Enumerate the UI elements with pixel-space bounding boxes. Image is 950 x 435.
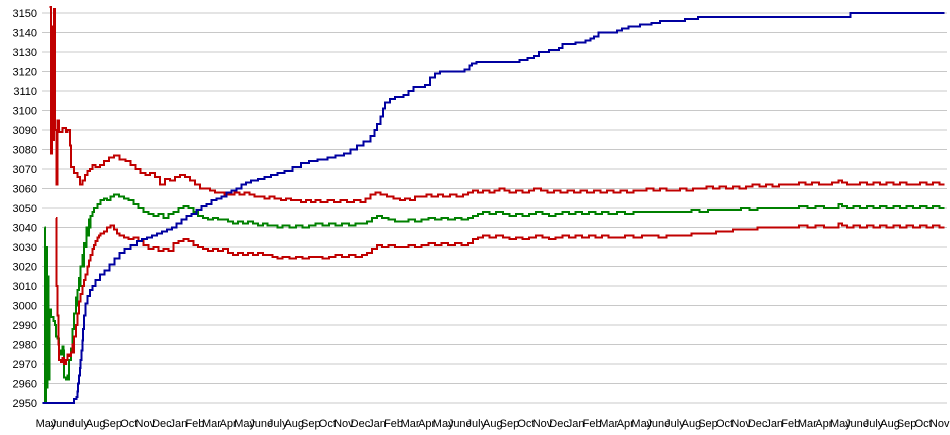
x-axis-tick-label: July (665, 418, 685, 430)
y-axis-tick-label: 2950 (13, 398, 37, 410)
x-axis-tick-label: July (69, 418, 89, 430)
x-axis-tick-label: Oct (915, 418, 932, 430)
y-axis-tick-label: 2960 (13, 379, 37, 391)
x-axis-tick-label: Nov (930, 418, 950, 430)
x-axis-tick-label: Aug (483, 418, 503, 430)
x-axis-tick-label: Oct (120, 418, 137, 430)
y-axis-tick-label: 3040 (13, 223, 37, 235)
x-axis-tick-label: Feb (781, 418, 800, 430)
x-axis-tick-label: May (36, 418, 57, 430)
x-axis-tick-label: Mar (599, 418, 618, 430)
y-axis-tick-label: 3140 (13, 28, 37, 40)
x-axis-tick-label: Sep (897, 418, 917, 430)
x-axis-tick-label: Dec (748, 418, 768, 430)
y-axis-tick-label: 3150 (13, 8, 37, 20)
x-axis-tick-label: Nov (136, 418, 156, 430)
x-axis-tick-label: Dec (351, 418, 371, 430)
x-axis-tick-label: Jan (765, 418, 783, 430)
x-axis-tick-label: Apr (815, 418, 832, 430)
y-axis-tick-label: 3050 (13, 203, 37, 215)
y-axis-tick-label: 3060 (13, 184, 37, 196)
y-axis-tick-label: 3030 (13, 242, 37, 254)
x-axis-tick-label: Nov (533, 418, 553, 430)
x-axis-tick-label: July (864, 418, 884, 430)
x-axis-tick-label: Feb (583, 418, 602, 430)
y-axis-tick-label: 3020 (13, 262, 37, 274)
x-axis-tick-label: July (268, 418, 288, 430)
x-axis-tick-label: Oct (319, 418, 336, 430)
y-axis-tick-label: 3130 (13, 47, 37, 59)
blue-staircase-line (42, 12, 945, 404)
y-axis-tick-label: 3110 (13, 86, 37, 98)
x-axis-tick-label: Jan (368, 418, 386, 430)
x-axis-tick-label: Aug (682, 418, 702, 430)
y-axis-tick-label: 2980 (13, 340, 37, 352)
x-axis-tick-label: May (830, 418, 851, 430)
x-axis-tick-label: Mar (202, 418, 221, 430)
x-axis-tick-label: June (845, 418, 869, 430)
y-axis-tick-label: 3080 (13, 145, 37, 157)
y-axis-tick-label: 3090 (13, 125, 37, 137)
green-middle-line (44, 193, 945, 404)
x-axis-tick-label: Mar (401, 418, 420, 430)
x-axis-tick-label: Aug (284, 418, 304, 430)
y-axis-tick-label: 3070 (13, 164, 37, 176)
red-upper-line (49, 6, 945, 204)
x-axis-tick-label: July (467, 418, 487, 430)
x-axis-tick-label: May (234, 418, 255, 430)
x-axis-tick-label: Sep (301, 418, 321, 430)
x-axis-tick-label: Feb (185, 418, 204, 430)
y-axis-tick-label: 3000 (13, 301, 37, 313)
x-axis-tick-label: June (51, 418, 75, 430)
x-axis-tick-label: Oct (517, 418, 534, 430)
x-axis-tick-label: May (433, 418, 454, 430)
y-axis-tick-label: 3120 (13, 67, 37, 79)
y-axis-tick-label: 2990 (13, 320, 37, 332)
x-axis-tick-label: Oct (716, 418, 733, 430)
x-axis-tick-label: Jan (170, 418, 188, 430)
x-axis-tick-label: Aug (880, 418, 900, 430)
x-axis-tick-label: Apr (617, 418, 634, 430)
x-axis-tick-label: Sep (698, 418, 718, 430)
y-axis-tick-label: 2970 (13, 359, 37, 371)
x-axis-tick-label: Apr (219, 418, 236, 430)
red-lower-line (55, 216, 945, 365)
y-axis-tick-label: 3010 (13, 281, 37, 293)
x-axis-tick-label: Dec (549, 418, 569, 430)
x-axis-tick-label: Mar (798, 418, 817, 430)
x-axis-tick-label: Jan (567, 418, 585, 430)
x-axis-tick-label: June (448, 418, 472, 430)
x-axis-tick-label: Dec (152, 418, 172, 430)
y-axis-tick-label: 3100 (13, 106, 37, 118)
x-axis-tick-label: Sep (500, 418, 520, 430)
x-axis-tick-label: Aug (86, 418, 106, 430)
x-axis-tick-label: Sep (102, 418, 122, 430)
x-axis-tick-label: May (631, 418, 652, 430)
x-axis-tick-label: June (249, 418, 273, 430)
x-axis-tick-label: Apr (418, 418, 435, 430)
x-axis-tick-label: Nov (334, 418, 354, 430)
x-axis-tick-label: Feb (384, 418, 403, 430)
x-axis-tick-label: June (646, 418, 670, 430)
x-axis-tick-label: Nov (731, 418, 751, 430)
